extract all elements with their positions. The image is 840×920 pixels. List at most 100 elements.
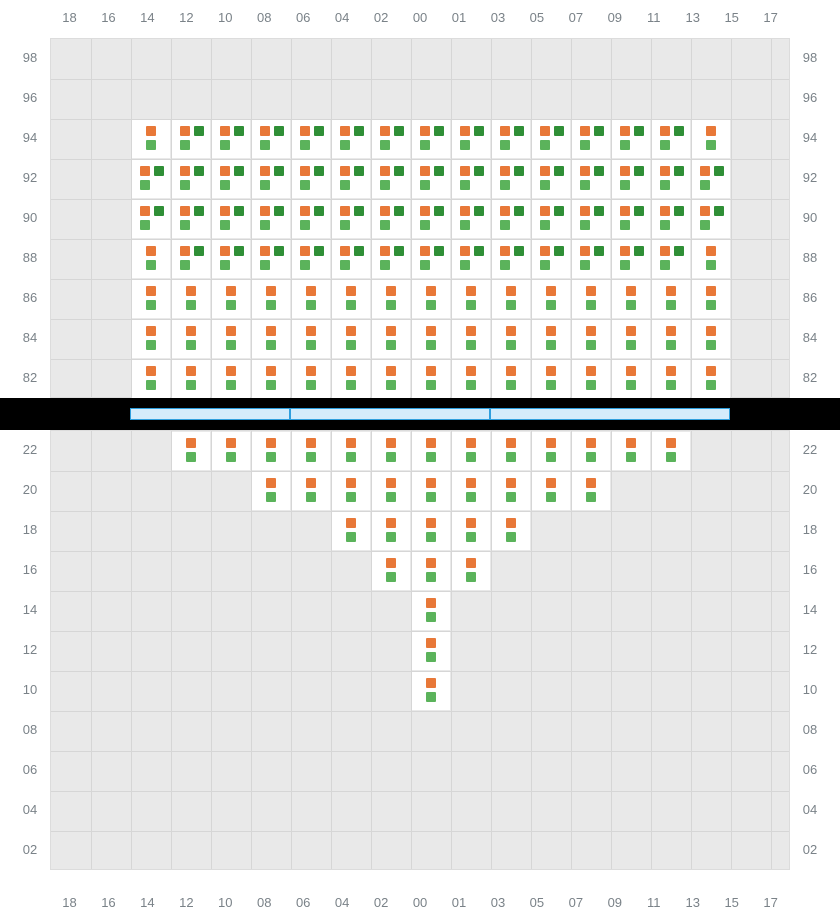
node-top_right[interactable] — [314, 166, 324, 176]
rack-cell[interactable] — [132, 120, 170, 158]
node-top[interactable] — [426, 638, 436, 648]
node-bottom[interactable] — [380, 260, 390, 270]
node-bottom[interactable] — [540, 220, 550, 230]
node-top[interactable] — [466, 438, 476, 448]
rack-cell[interactable] — [572, 120, 610, 158]
node-top_right[interactable] — [274, 206, 284, 216]
rack-cell[interactable] — [332, 432, 370, 470]
rack-cell[interactable] — [292, 160, 330, 198]
node-bottom[interactable] — [586, 452, 596, 462]
node-top[interactable] — [146, 126, 156, 136]
rack-cell[interactable] — [452, 360, 490, 398]
node-bottom[interactable] — [466, 300, 476, 310]
rack-cell[interactable] — [532, 160, 570, 198]
node-bottom[interactable] — [180, 140, 190, 150]
node-bottom[interactable] — [386, 380, 396, 390]
node-top_right[interactable] — [594, 246, 604, 256]
node-bottom[interactable] — [260, 140, 270, 150]
node-top_left[interactable] — [700, 206, 710, 216]
node-top_left[interactable] — [220, 206, 230, 216]
node-bottom[interactable] — [226, 340, 236, 350]
rack-cell[interactable] — [452, 320, 490, 358]
node-top_left[interactable] — [180, 166, 190, 176]
rack-cell[interactable] — [172, 120, 210, 158]
node-bottom[interactable] — [346, 340, 356, 350]
node-bottom[interactable] — [666, 300, 676, 310]
rack-cell[interactable] — [212, 200, 250, 238]
node-top_right[interactable] — [474, 126, 484, 136]
node-top_left[interactable] — [300, 126, 310, 136]
rack-cell[interactable] — [412, 160, 450, 198]
rack-cell[interactable] — [252, 320, 290, 358]
node-bottom[interactable] — [380, 180, 390, 190]
node-bottom[interactable] — [426, 300, 436, 310]
rack-cell[interactable] — [412, 472, 450, 510]
node-bottom[interactable] — [586, 340, 596, 350]
rack-cell[interactable] — [452, 120, 490, 158]
node-top[interactable] — [146, 246, 156, 256]
node-bottom[interactable] — [620, 260, 630, 270]
node-top[interactable] — [626, 438, 636, 448]
rack-cell[interactable] — [212, 320, 250, 358]
node-top_left[interactable] — [180, 246, 190, 256]
node-bottom[interactable] — [620, 180, 630, 190]
node-bottom[interactable] — [620, 140, 630, 150]
node-top_left[interactable] — [500, 206, 510, 216]
node-top_left[interactable] — [460, 166, 470, 176]
rack-cell[interactable] — [452, 552, 490, 590]
node-top_right[interactable] — [554, 206, 564, 216]
rack-cell[interactable] — [412, 240, 450, 278]
node-bottom[interactable] — [346, 452, 356, 462]
node-top_left[interactable] — [620, 246, 630, 256]
node-top_left[interactable] — [660, 126, 670, 136]
rack-cell[interactable] — [172, 432, 210, 470]
node-top[interactable] — [706, 286, 716, 296]
node-top[interactable] — [546, 478, 556, 488]
rack-cell[interactable] — [532, 432, 570, 470]
node-bottom[interactable] — [706, 380, 716, 390]
node-top[interactable] — [466, 478, 476, 488]
node-top_left[interactable] — [500, 126, 510, 136]
node-bottom[interactable] — [300, 260, 310, 270]
node-top_left[interactable] — [420, 206, 430, 216]
node-top_right[interactable] — [394, 246, 404, 256]
node-bottom[interactable] — [706, 140, 716, 150]
node-top_left[interactable] — [380, 166, 390, 176]
node-top_left[interactable] — [340, 166, 350, 176]
node-top_right[interactable] — [274, 126, 284, 136]
rack-cell[interactable] — [652, 360, 690, 398]
node-top_right[interactable] — [474, 166, 484, 176]
node-top_right[interactable] — [434, 246, 444, 256]
node-top[interactable] — [506, 438, 516, 448]
node-bottom[interactable] — [146, 380, 156, 390]
node-bottom[interactable] — [226, 300, 236, 310]
rack-cell[interactable] — [292, 120, 330, 158]
node-bottom[interactable] — [586, 300, 596, 310]
node-top_right[interactable] — [474, 246, 484, 256]
rack-cell[interactable] — [292, 360, 330, 398]
node-top[interactable] — [386, 478, 396, 488]
node-bottom[interactable] — [500, 220, 510, 230]
node-top_left[interactable] — [380, 246, 390, 256]
node-bottom[interactable] — [220, 140, 230, 150]
node-bottom[interactable] — [580, 220, 590, 230]
node-bottom[interactable] — [506, 380, 516, 390]
node-top_left[interactable] — [260, 206, 270, 216]
node-top[interactable] — [426, 286, 436, 296]
node-bottom[interactable] — [506, 300, 516, 310]
node-bottom[interactable] — [386, 452, 396, 462]
node-top[interactable] — [386, 518, 396, 528]
node-top[interactable] — [666, 438, 676, 448]
node-top_left[interactable] — [460, 126, 470, 136]
node-bottom[interactable] — [586, 380, 596, 390]
node-top[interactable] — [346, 366, 356, 376]
node-bottom[interactable] — [546, 340, 556, 350]
node-top[interactable] — [586, 366, 596, 376]
rack-cell[interactable] — [252, 200, 290, 238]
node-bottom[interactable] — [386, 532, 396, 542]
node-bottom[interactable] — [500, 260, 510, 270]
node-bottom[interactable] — [626, 380, 636, 390]
node-top_right[interactable] — [194, 206, 204, 216]
node-bottom[interactable] — [266, 300, 276, 310]
node-top[interactable] — [506, 478, 516, 488]
